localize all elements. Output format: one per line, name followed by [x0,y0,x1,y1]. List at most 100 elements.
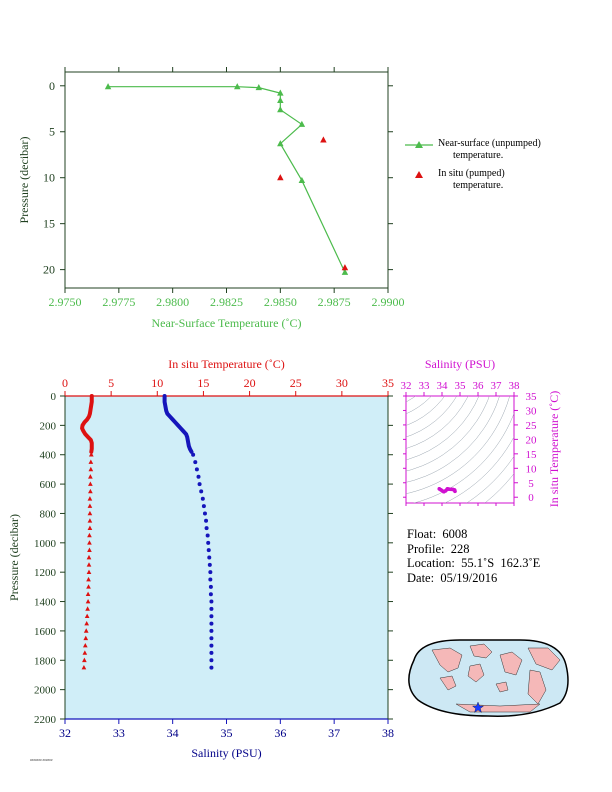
main-y-tick-label: 600 [40,479,57,491]
top-y-tick-label: 5 [49,125,55,139]
salinity-axis-tick-label: 33 [113,726,125,740]
salinity-profile-point [194,467,199,472]
temp-axis-tick-label: 15 [197,376,209,390]
temp-profile-point [88,459,94,464]
salinity-axis-label: Salinity (PSU) [191,746,261,760]
temp-upper-trace [80,394,94,454]
inset-x-tick-label: 33 [419,380,431,392]
salinity-profile-point [191,452,196,457]
near-surface-point [277,89,284,96]
near-surface-line [108,86,346,273]
salinity-profile-point [209,599,214,604]
main-y-tick-label: 1400 [34,597,57,609]
near-surface-point [298,120,306,127]
main-y-tick-label: 800 [40,508,57,520]
salinity-profile-point [208,577,213,582]
inset-frame [405,395,515,504]
temp-profile-point [88,466,94,472]
temp-profile-point [87,525,93,530]
temp-profile-point [87,518,93,523]
temp-profile-point [85,598,91,604]
inset-y-tick-label: 5 [528,478,534,490]
near-surface-point [277,140,284,147]
float-star-icon [472,701,484,713]
main-y-tick-label: 400 [40,450,57,462]
top-x-tick-label: 2.9750 [49,295,82,309]
salinity-profile-point [207,555,212,560]
main-y-tick-label: 0 [51,391,57,403]
temp-axis-tick-label: 5 [108,376,114,390]
top-y-axis-label: Pressure (decibar) [17,137,31,224]
temp-axis-label: In situ Temperature (˚C) [168,357,285,371]
near-surface-point [255,84,263,91]
inset-x-tick-label: 34 [437,380,449,392]
main-y-tick-label: 2200 [34,714,57,726]
top-x-axis-label: Near-Surface Temperature (˚C) [152,316,302,330]
main-y-tick-label: 2000 [34,685,57,697]
salinity-profile-point [209,606,214,611]
world-map [408,639,569,717]
map-landmass [439,675,457,691]
temp-axis-tick-label: 10 [151,376,163,390]
inset-y-tick-label: 35 [526,391,538,403]
salinity-axis-tick-label: 34 [167,726,179,740]
salinity-axis-tick-label: 35 [221,726,233,740]
temp-profile-point [87,496,93,501]
temp-axis-tick-label: 30 [336,376,348,390]
top-x-tick-label: 2.9850 [264,295,297,309]
salinity-profile-point [199,489,204,494]
near-surface-point [234,83,241,90]
temp-profile-point [85,591,91,597]
salinity-upper-trace [162,394,194,454]
salinity-profile-point [202,511,207,516]
top-y-tick-label: 0 [49,79,55,93]
temp-profile-point [87,532,92,538]
salinity-profile-point [205,533,210,538]
main-y-tick-label: 1600 [34,626,57,638]
map-landmass [527,647,561,671]
top-plot-frame [64,71,389,289]
temp-profile-point [86,576,91,582]
salinity-profile-point [209,643,214,648]
map-landmass [499,651,523,676]
near-surface-point [298,176,306,183]
salinity-profile-point [209,628,214,633]
temp-profile-point [85,606,90,611]
top-x-tick-label: 2.9900 [372,295,405,309]
near-surface-point [104,83,112,90]
salinity-axis-tick-label: 32 [59,726,71,740]
salinity-profile-point [209,636,214,641]
top-x-tick-label: 2.9875 [318,295,351,309]
salinity-profile-point [209,665,214,670]
salinity-profile-point [208,592,213,597]
inset-x-tick-label: 36 [473,380,485,392]
near-surface-point [277,96,284,104]
temp-profile-point [87,547,92,552]
temp-profile-point [88,481,93,486]
salinity-axis-tick-label: 38 [382,726,394,740]
salinity-profile-point [204,526,209,531]
temp-axis-tick-label: 25 [290,376,302,390]
inset-title: Salinity (PSU) [425,357,495,371]
near-surface-point [341,268,349,275]
inset-x-tick-label: 32 [401,380,412,392]
inset-y-tick-label: 0 [528,492,534,504]
salinity-profile-point [209,614,214,619]
inset-y-tick-label: 15 [526,449,538,461]
temp-profile-point [82,650,88,655]
salinity-profile-point [200,496,205,501]
temp-profile-point [88,488,93,494]
salinity-profile-point [206,548,211,553]
float-id: Float: 6008 [407,527,468,541]
salinity-profile-point [209,621,214,626]
legend-in-situ-swatch [415,171,423,178]
temp-profile-point [88,452,94,457]
salinity-profile-point [208,570,213,575]
temp-profile-point [88,474,93,479]
temp-profile-point [87,510,93,516]
top-y-tick-label: 10 [43,171,55,185]
temp-axis-tick-label: 35 [382,376,394,390]
top-y-tick-label: 15 [43,217,55,231]
salinity-profile-point [208,584,213,589]
top-y-tick-label: 20 [43,263,55,277]
